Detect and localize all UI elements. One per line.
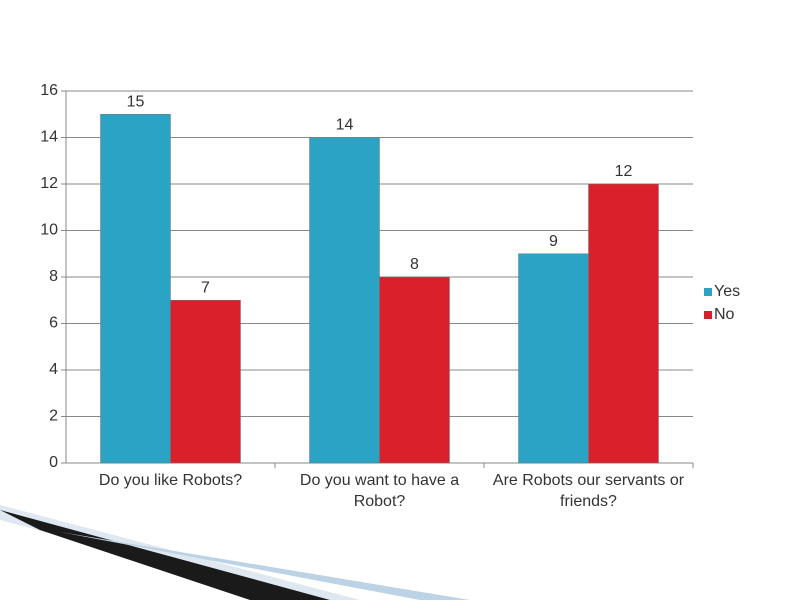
legend-swatch bbox=[704, 288, 712, 296]
y-tick-label: 14 bbox=[40, 129, 58, 146]
bar bbox=[100, 114, 171, 464]
y-tick-label: 6 bbox=[49, 315, 58, 332]
decoration bbox=[60, 532, 470, 600]
data-label: 14 bbox=[336, 117, 354, 134]
y-tick-label: 10 bbox=[40, 222, 58, 239]
x-tick-label: Are Robots our servants or friends? bbox=[492, 472, 685, 510]
data-label: 12 bbox=[615, 163, 633, 180]
x-tick-label: Do you like Robots? bbox=[98, 472, 243, 489]
y-tick-label: 4 bbox=[49, 361, 58, 378]
legend-swatch bbox=[704, 311, 712, 319]
y-tick-label: 16 bbox=[40, 82, 58, 99]
y-tick-label: 0 bbox=[49, 454, 58, 471]
legend-label: Yes bbox=[714, 283, 740, 300]
bar bbox=[170, 300, 241, 464]
x-tick-label: Do you want to have a Robot? bbox=[299, 472, 460, 510]
y-tick-label: 12 bbox=[40, 175, 58, 192]
y-tick-label: 2 bbox=[49, 408, 58, 425]
bar bbox=[518, 253, 589, 464]
decoration bbox=[0, 510, 330, 600]
legend-label: No bbox=[714, 306, 735, 323]
bar bbox=[588, 183, 659, 464]
data-label: 15 bbox=[127, 93, 145, 110]
bar bbox=[309, 137, 380, 464]
data-label: 7 bbox=[201, 279, 210, 296]
data-label: 8 bbox=[410, 256, 419, 273]
y-tick-label: 8 bbox=[49, 268, 58, 285]
bar bbox=[379, 276, 450, 464]
data-label: 9 bbox=[549, 233, 558, 250]
